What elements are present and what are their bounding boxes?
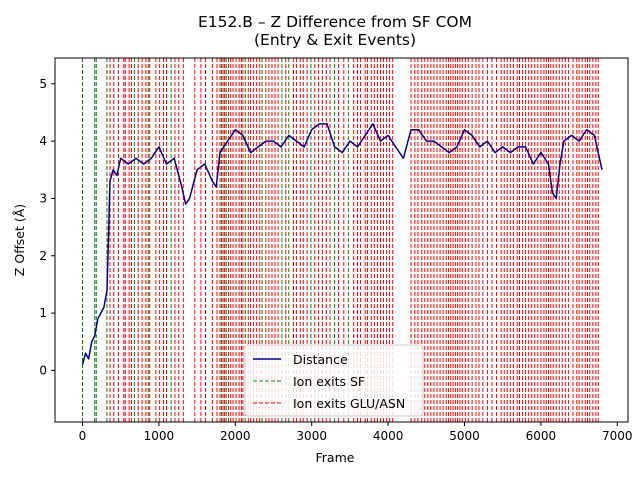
y-tick-label: 4 — [39, 134, 47, 148]
legend-box — [244, 344, 424, 417]
y-tick-label: 0 — [39, 363, 47, 377]
glu-exit-lines — [109, 58, 599, 422]
y-tick-label: 2 — [39, 249, 47, 263]
plot-frame — [54, 57, 629, 423]
x-tick-label: 2000 — [220, 429, 251, 443]
chart-title: E152.B – Z Difference from SF COM — [198, 13, 472, 31]
y-tick-label: 5 — [39, 77, 47, 91]
distance-series — [81, 123, 603, 365]
x-tick-label: 6000 — [526, 429, 557, 443]
x-axis: 0 1000 2000 3000 4000 5000 6000 7000 — [79, 422, 633, 443]
x-axis-label: Frame — [316, 450, 355, 465]
x-tick-label: 0 — [79, 429, 87, 443]
y-axis-label: Z Offset (Å) — [12, 204, 27, 276]
chart-subtitle: (Entry & Exit Events) — [254, 31, 416, 49]
x-tick-label: 3000 — [296, 429, 327, 443]
y-tick-label: 3 — [39, 191, 47, 205]
x-tick-label: 1000 — [144, 429, 175, 443]
x-tick-label: 7000 — [602, 429, 633, 443]
legend-label-glu-exit: Ion exits GLU/ASN — [293, 396, 405, 411]
y-axis: 0 1 2 3 4 5 — [39, 77, 55, 377]
legend-label-distance: Distance — [293, 352, 348, 367]
y-tick-label: 1 — [39, 306, 47, 320]
x-tick-label: 4000 — [373, 429, 404, 443]
legend-label-sf-exit: Ion exits SF — [293, 374, 365, 389]
distance-line — [81, 123, 603, 365]
legend: Distance Ion exits SF Ion exits GLU/ASN — [244, 344, 424, 417]
x-tick-label: 5000 — [449, 429, 480, 443]
